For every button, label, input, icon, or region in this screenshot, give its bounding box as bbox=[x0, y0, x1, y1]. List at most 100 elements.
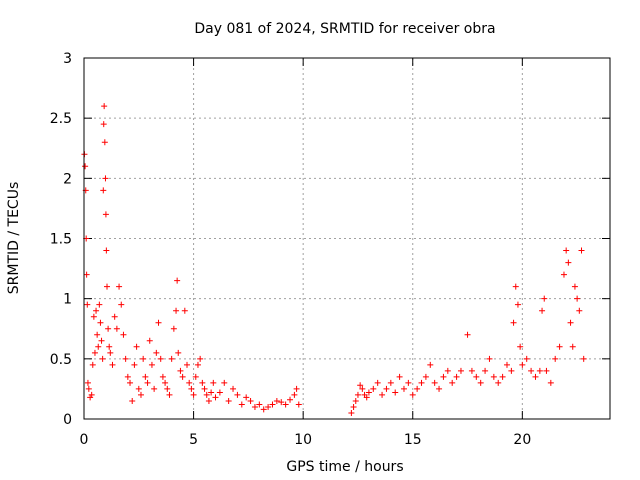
data-point bbox=[177, 367, 184, 374]
data-point bbox=[201, 385, 208, 392]
data-point bbox=[291, 391, 298, 398]
data-point bbox=[477, 379, 484, 386]
data-point bbox=[357, 382, 364, 389]
data-point bbox=[113, 325, 120, 332]
data-point bbox=[179, 373, 186, 380]
data-point bbox=[265, 403, 272, 410]
data-point bbox=[120, 331, 127, 338]
x-tick-label: 10 bbox=[294, 432, 312, 448]
y-tick-label: 2 bbox=[63, 171, 72, 187]
data-point bbox=[186, 379, 193, 386]
chart-title: Day 081 of 2024, SRMTID for receiver obr… bbox=[194, 21, 495, 37]
data-point bbox=[94, 331, 101, 338]
data-point bbox=[374, 379, 381, 386]
data-point bbox=[510, 319, 517, 326]
data-point bbox=[387, 379, 394, 386]
data-point bbox=[230, 385, 237, 392]
data-point bbox=[359, 385, 366, 392]
data-point bbox=[431, 379, 438, 386]
data-points bbox=[81, 103, 587, 416]
data-point bbox=[84, 301, 91, 308]
data-point bbox=[278, 399, 285, 406]
data-point bbox=[457, 367, 464, 374]
data-point bbox=[543, 367, 550, 374]
data-point bbox=[157, 355, 164, 362]
y-tick-label: 1.5 bbox=[50, 232, 72, 248]
x-tick-label: 5 bbox=[189, 432, 198, 448]
data-point bbox=[84, 379, 91, 386]
tick-labels: 0 5 10 15 20 0 0.5 1 1.5 2 2.5 3 bbox=[50, 51, 532, 448]
data-point bbox=[370, 385, 377, 392]
data-point bbox=[547, 379, 554, 386]
data-point bbox=[91, 349, 98, 356]
data-point bbox=[85, 385, 92, 392]
x-tick-label: 0 bbox=[80, 432, 89, 448]
data-point bbox=[363, 394, 370, 401]
data-point bbox=[83, 271, 90, 278]
data-point bbox=[82, 163, 89, 170]
data-point bbox=[173, 307, 180, 314]
data-point bbox=[348, 409, 355, 416]
data-point bbox=[486, 355, 493, 362]
data-point bbox=[95, 343, 102, 350]
data-point bbox=[482, 367, 489, 374]
data-point bbox=[133, 343, 140, 350]
data-point bbox=[576, 307, 583, 314]
data-point bbox=[168, 355, 175, 362]
data-point bbox=[107, 349, 114, 356]
data-point bbox=[118, 301, 125, 308]
y-tick-label: 0.5 bbox=[50, 352, 72, 368]
data-point bbox=[503, 361, 510, 368]
data-point bbox=[578, 247, 585, 254]
data-point bbox=[101, 103, 108, 110]
data-point bbox=[194, 361, 201, 368]
data-point bbox=[188, 385, 195, 392]
data-point bbox=[539, 307, 546, 314]
data-point bbox=[111, 313, 118, 320]
data-point bbox=[449, 379, 456, 386]
data-point bbox=[560, 271, 567, 278]
data-point bbox=[473, 373, 480, 380]
data-point bbox=[90, 313, 97, 320]
y-tick-label: 0 bbox=[63, 412, 72, 428]
data-point bbox=[569, 343, 576, 350]
data-point bbox=[580, 355, 587, 362]
data-point bbox=[238, 401, 245, 408]
data-point bbox=[159, 373, 166, 380]
data-point bbox=[137, 391, 144, 398]
grid-lines bbox=[84, 58, 610, 419]
x-axis-label: GPS time / hours bbox=[286, 459, 403, 475]
data-point bbox=[88, 391, 95, 398]
data-point bbox=[269, 401, 276, 408]
data-point bbox=[148, 361, 155, 368]
data-point bbox=[260, 406, 267, 413]
data-point bbox=[105, 325, 112, 332]
data-point bbox=[571, 283, 578, 290]
data-point bbox=[563, 247, 570, 254]
data-point bbox=[287, 396, 294, 403]
data-point bbox=[99, 355, 106, 362]
data-point bbox=[124, 373, 131, 380]
data-point bbox=[102, 211, 109, 218]
data-point bbox=[556, 343, 563, 350]
data-point bbox=[567, 319, 574, 326]
data-point bbox=[365, 389, 372, 396]
y-tick-label: 1 bbox=[63, 292, 72, 308]
data-point bbox=[273, 397, 280, 404]
data-point bbox=[396, 373, 403, 380]
data-point bbox=[528, 367, 535, 374]
data-point bbox=[216, 389, 223, 396]
data-point bbox=[490, 373, 497, 380]
data-point bbox=[517, 343, 524, 350]
data-point bbox=[175, 349, 182, 356]
data-point bbox=[409, 391, 416, 398]
data-point bbox=[208, 389, 215, 396]
data-point bbox=[109, 361, 116, 368]
data-point bbox=[247, 397, 254, 404]
data-point bbox=[221, 379, 228, 386]
data-point bbox=[536, 367, 543, 374]
data-point bbox=[512, 283, 519, 290]
data-point bbox=[379, 391, 386, 398]
data-point bbox=[153, 349, 160, 356]
data-point bbox=[243, 394, 250, 401]
